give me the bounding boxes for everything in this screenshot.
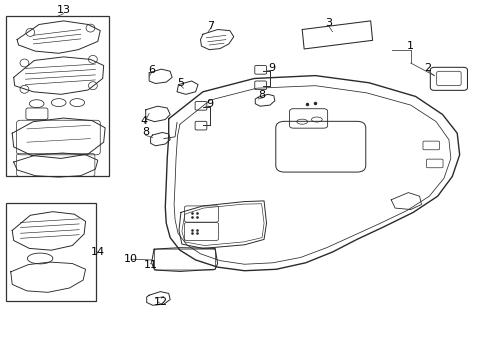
Text: 11: 11 — [143, 260, 157, 270]
Text: 5: 5 — [177, 78, 184, 88]
Bar — [6, 203, 96, 301]
Text: 10: 10 — [124, 254, 138, 264]
Bar — [6, 16, 108, 176]
Text: 2: 2 — [424, 63, 430, 73]
Text: 4: 4 — [141, 116, 147, 126]
Text: 14: 14 — [91, 247, 104, 257]
Text: 6: 6 — [148, 65, 155, 75]
Text: 7: 7 — [206, 21, 213, 31]
Text: 8: 8 — [258, 90, 265, 100]
Text: 13: 13 — [57, 5, 70, 15]
Text: 3: 3 — [325, 18, 331, 28]
Text: 8: 8 — [142, 127, 149, 138]
Text: 1: 1 — [407, 41, 413, 51]
Text: 9: 9 — [206, 99, 213, 109]
Text: 12: 12 — [154, 297, 168, 307]
Text: 9: 9 — [267, 63, 274, 73]
